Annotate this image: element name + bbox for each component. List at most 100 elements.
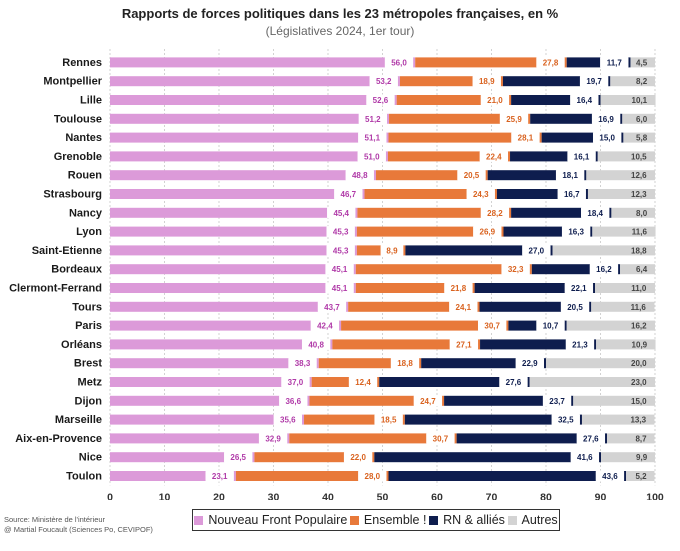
value-label-autres: 23,0 — [631, 378, 647, 387]
bar-ensemble — [387, 151, 511, 162]
bar-ensemble — [355, 264, 532, 275]
value-label-nfp: 43,7 — [324, 303, 340, 312]
category-label: Strasbourg — [43, 189, 102, 201]
value-label-box — [477, 320, 507, 332]
value-label-box — [536, 320, 565, 332]
bar-nfp — [110, 433, 290, 444]
value-label-nfp: 51,0 — [364, 152, 380, 161]
legend-item-ensemble: Ensemble ! — [349, 513, 427, 527]
x-tick-label: 10 — [159, 491, 171, 500]
value-label-autres: 10,1 — [632, 96, 648, 105]
legend-label-rn: RN & alliés — [443, 513, 505, 527]
bar-autres — [610, 76, 655, 87]
value-label-box — [301, 338, 331, 350]
value-label-rn: 19,7 — [586, 77, 602, 86]
value-label-autres: 11,6 — [632, 228, 648, 237]
bar-autres — [607, 433, 655, 444]
category-label: Nice — [79, 452, 102, 464]
value-label-nfp: 46,7 — [341, 190, 357, 199]
value-label-box — [345, 169, 374, 181]
x-tick-label: 0 — [107, 491, 113, 500]
value-label-box — [348, 376, 378, 388]
value-label-box — [560, 301, 590, 313]
value-label-box — [357, 150, 386, 162]
bar-autres — [622, 113, 655, 124]
value-label-nfp: 45,1 — [332, 284, 348, 293]
value-label-autres: 15,0 — [631, 397, 647, 406]
value-label-rn: 20,5 — [567, 303, 583, 312]
value-label-box — [589, 263, 619, 275]
value-label-rn: 16,9 — [598, 115, 614, 124]
value-label-box — [449, 338, 479, 350]
bar-ensemble — [348, 301, 480, 312]
value-label-autres: 8,7 — [635, 434, 647, 443]
value-label-ensemble: 18,8 — [397, 359, 413, 368]
value-label-rn: 16,1 — [574, 152, 590, 161]
bar-ensemble — [304, 414, 405, 425]
value-label-box — [369, 75, 398, 87]
bar-rn — [374, 452, 602, 463]
value-label-autres: 6,4 — [636, 265, 648, 274]
value-label-box — [205, 470, 234, 482]
bar-ensemble — [375, 170, 488, 181]
legend-label-ensemble: Ensemble ! — [363, 513, 427, 527]
bar-rn — [496, 189, 588, 199]
bar-ensemble — [309, 395, 445, 406]
value-label-box — [326, 226, 355, 238]
value-label-box — [390, 357, 420, 369]
value-label-nfp: 36,6 — [285, 397, 301, 406]
value-label-ensemble: 22,4 — [486, 152, 502, 161]
value-label-box — [542, 395, 572, 407]
value-label-box — [384, 56, 414, 68]
value-label-box — [224, 451, 253, 463]
value-label-ensemble: 20,5 — [464, 171, 480, 180]
value-label-nfp: 40,8 — [308, 340, 324, 349]
value-label-box — [579, 75, 609, 87]
value-label-nfp: 26,5 — [230, 453, 246, 462]
category-label: Rouen — [68, 170, 103, 182]
value-label-ensemble: 30,7 — [484, 322, 500, 331]
value-label-nfp: 53,2 — [376, 77, 392, 86]
bar-rn — [511, 207, 612, 218]
bar-rn — [510, 151, 598, 162]
legend: Nouveau Front Populaire Ensemble ! RN & … — [192, 509, 560, 531]
value-label-box — [273, 414, 303, 426]
value-label-autres: 8,2 — [636, 77, 648, 86]
bar-rn — [421, 358, 546, 369]
value-label-box — [343, 451, 373, 463]
bar-autres — [597, 151, 655, 162]
bar-rn — [474, 283, 596, 293]
category-label: Paris — [75, 320, 102, 332]
value-label-nfp: 45,4 — [333, 209, 349, 218]
value-label-rn: 18,1 — [562, 171, 578, 180]
bar-autres — [592, 226, 656, 237]
legend-label-autres: Autres — [521, 513, 558, 527]
bar-autres — [600, 95, 656, 105]
bar-rn — [530, 113, 623, 124]
value-label-autres: 9,9 — [636, 453, 648, 462]
chart-title: Rapports de forces politiques dans les 2… — [121, 6, 559, 21]
bar-ensemble — [311, 377, 380, 387]
category-label: Nancy — [69, 207, 103, 219]
value-label-box — [570, 451, 600, 463]
bar-autres — [591, 301, 655, 312]
value-label-nfp: 56,0 — [391, 58, 407, 67]
value-label-rn: 32,5 — [558, 416, 574, 425]
value-label-box — [358, 470, 387, 482]
value-label-nfp: 52,6 — [373, 96, 389, 105]
author-line: @ Martial Foucault (Sciences Po, CEVIPOF… — [4, 525, 153, 534]
value-label-autres: 10,5 — [631, 152, 647, 161]
legend-swatch-ensemble — [349, 515, 359, 525]
value-label-autres: 8,0 — [636, 209, 648, 218]
value-label-box — [317, 301, 347, 313]
value-label-box — [501, 263, 530, 275]
bar-ensemble — [357, 207, 512, 218]
bar-rn — [502, 76, 611, 87]
value-label-nfp: 48,8 — [352, 171, 368, 180]
value-label-autres: 12,3 — [631, 190, 647, 199]
value-label-autres: 5,2 — [635, 472, 647, 481]
bar-autres — [586, 170, 655, 181]
value-label-autres: 13,3 — [630, 416, 646, 425]
value-label-box — [449, 301, 478, 313]
value-label-nfp: 45,3 — [333, 228, 349, 237]
